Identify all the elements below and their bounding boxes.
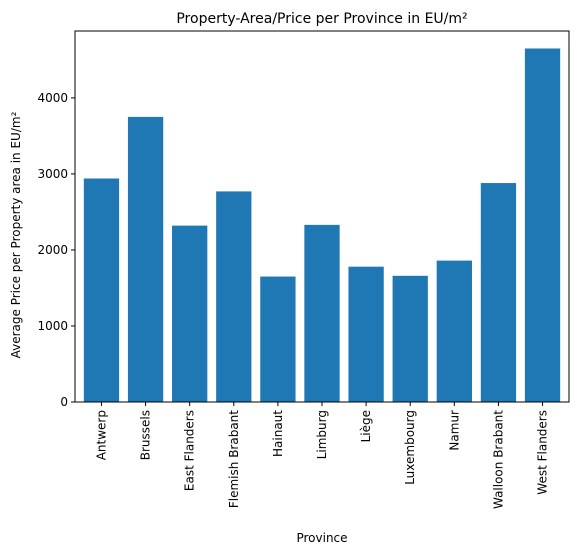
x-tick-label: Luxembourg <box>403 410 417 485</box>
bar-namur <box>436 260 472 402</box>
y-axis-label: Average Price per Property area in EU/m² <box>9 111 23 358</box>
bar-antwerp <box>83 178 120 402</box>
bar-flemish-brabant <box>216 191 252 402</box>
bars-group <box>83 48 561 403</box>
x-tick-label: Liège <box>359 410 373 442</box>
x-axis-label: Province <box>296 531 347 545</box>
y-tick-label: 3000 <box>37 167 68 181</box>
y-tick-label: 0 <box>60 395 68 409</box>
x-axis: Antwerp Brussels East Flanders Flemish Brab… <box>94 402 550 509</box>
bar-li-ge <box>348 266 384 402</box>
y-tick-label: 4000 <box>37 91 68 105</box>
x-tick-label: Walloon Brabant <box>491 410 505 509</box>
x-tick-label: East Flanders <box>183 410 197 491</box>
x-tick-label: Hainaut <box>271 410 285 457</box>
x-tick-label: Namur <box>447 410 461 451</box>
bar-walloon-brabant <box>480 183 517 402</box>
x-tick-label: Limburg <box>315 410 329 459</box>
bar-brussels <box>127 116 164 402</box>
bar-hainaut <box>260 276 296 402</box>
x-tick-label: Brussels <box>139 410 153 460</box>
bar-east-flanders <box>172 225 208 402</box>
y-tick-label: 1000 <box>37 319 68 333</box>
plot-frame <box>74 30 570 403</box>
chart-title: Property-Area/Price per Province in EU/m… <box>176 11 467 27</box>
bar-luxembourg <box>392 275 428 402</box>
x-tick-label: West Flanders <box>536 410 550 495</box>
y-axis: 0 1000 2000 3000 4000 <box>37 91 75 409</box>
x-tick-label: Flemish Brabant <box>227 410 241 508</box>
x-tick-label: Antwerp <box>94 410 108 460</box>
y-tick-label: 2000 <box>37 243 68 257</box>
bar-limburg <box>304 224 340 402</box>
bar-west-flanders <box>524 48 561 403</box>
